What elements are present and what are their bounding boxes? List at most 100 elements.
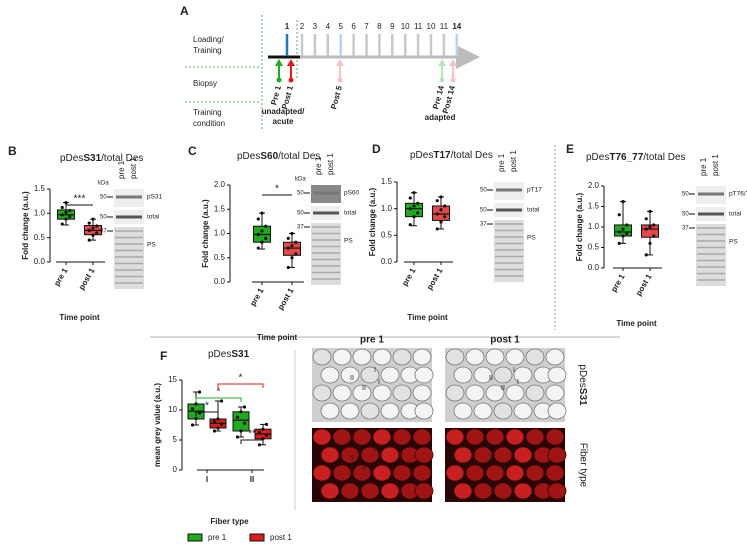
- data-point: [286, 246, 290, 250]
- data-point: [416, 201, 420, 205]
- panel-letter: F: [160, 349, 167, 363]
- row-label: Training: [193, 46, 222, 55]
- fiber-label: II: [489, 455, 493, 462]
- fiber: [545, 348, 565, 366]
- fiber: [453, 482, 473, 500]
- fiber: [493, 482, 513, 500]
- data-point: [412, 215, 416, 219]
- data-point: [87, 228, 91, 232]
- lane-label: pre 1: [497, 153, 506, 172]
- data-point: [242, 421, 247, 425]
- fiber-label: I: [517, 379, 519, 386]
- fiber: [340, 402, 360, 420]
- fiber: [473, 482, 493, 500]
- title-part: T76_77: [609, 152, 643, 163]
- data-point: [256, 232, 260, 237]
- data-point: [260, 229, 264, 233]
- sig-label: *: [217, 387, 221, 398]
- band-label: pT17: [527, 187, 542, 194]
- data-point: [194, 402, 198, 406]
- data-point: [416, 211, 420, 215]
- panel-letter: A: [180, 4, 189, 18]
- band-label: total: [729, 211, 742, 218]
- fiber: [320, 402, 340, 420]
- data-point: [621, 234, 625, 238]
- y-tick-label: 10: [168, 405, 177, 414]
- biopsy-dot: [276, 77, 282, 83]
- session-label: 7: [364, 22, 369, 31]
- y-tick-label: 1.5: [381, 177, 393, 186]
- fiber: [360, 402, 380, 420]
- lane-label: pre 1: [314, 156, 323, 175]
- biopsy-arrowhead: [336, 59, 344, 66]
- fiber: [392, 348, 412, 366]
- data-point: [408, 207, 412, 211]
- data-point: [264, 422, 269, 426]
- lane-label: pre 1: [699, 157, 708, 176]
- x-tick-label: pre 1: [52, 266, 70, 288]
- fiber-label: II: [350, 455, 354, 462]
- title-part: /total Des: [101, 153, 143, 164]
- title-part: pDes: [410, 150, 433, 161]
- chart-title: pDesS60/total Des: [237, 151, 320, 162]
- data-point: [439, 195, 443, 199]
- band-label: total: [344, 210, 357, 217]
- data-point: [64, 210, 68, 214]
- fiber: [320, 482, 340, 500]
- fiber: [485, 464, 505, 482]
- x-tick-label: II: [250, 475, 254, 484]
- fiber: [545, 384, 565, 402]
- data-point: [239, 429, 243, 433]
- sig-bracket: [195, 411, 219, 416]
- fiber: [485, 348, 505, 366]
- panel-letter: D: [372, 142, 381, 156]
- marker-label: 50: [297, 211, 304, 217]
- fiber: [545, 428, 565, 446]
- chart-title: pDesT17/total Des: [410, 150, 493, 161]
- fiber: [340, 446, 360, 464]
- data-point: [190, 407, 195, 411]
- fiber: [360, 482, 380, 500]
- data-point: [64, 201, 68, 205]
- title-part: T17: [433, 150, 451, 161]
- row-label: Biopsy: [193, 79, 217, 88]
- data-point: [235, 435, 240, 439]
- data-point: [621, 227, 625, 231]
- fiber: [380, 366, 400, 384]
- x-axis-label: Time point: [257, 333, 298, 342]
- data-point: [95, 224, 99, 228]
- data-point: [256, 217, 260, 221]
- session-label: 2: [300, 22, 305, 31]
- column-label: pre 1: [360, 335, 384, 346]
- fiber: [414, 446, 434, 464]
- data-point: [60, 205, 64, 210]
- sig-bracket: [195, 397, 242, 402]
- fiber: [513, 366, 533, 384]
- fiber: [473, 446, 493, 464]
- fiber-label: I: [374, 367, 376, 374]
- biopsy-arrowhead: [275, 59, 283, 66]
- marker-label: 37: [682, 226, 689, 232]
- fiber: [412, 464, 432, 482]
- fiber-label: I: [378, 379, 380, 386]
- biopsy-arrowhead: [449, 59, 457, 66]
- fiber: [525, 348, 545, 366]
- fiber: [505, 384, 525, 402]
- data-point: [257, 430, 262, 434]
- title-part: pDes: [208, 349, 231, 360]
- fiber: [493, 366, 513, 384]
- panel-letter: E: [566, 142, 574, 156]
- y-tick-label: 5: [173, 435, 178, 444]
- fiber-label: I: [513, 367, 515, 374]
- biopsy-dot: [288, 77, 294, 83]
- fiber-label: II: [489, 375, 493, 382]
- title-part: S60: [260, 151, 278, 162]
- legend-label: pre 1: [208, 533, 227, 542]
- fiber: [352, 428, 372, 446]
- y-tick-label: 0.0: [34, 257, 46, 266]
- title-part: S31: [83, 153, 101, 164]
- fiber: [547, 446, 567, 464]
- data-point: [294, 240, 298, 244]
- lane-label: post 1: [326, 153, 335, 175]
